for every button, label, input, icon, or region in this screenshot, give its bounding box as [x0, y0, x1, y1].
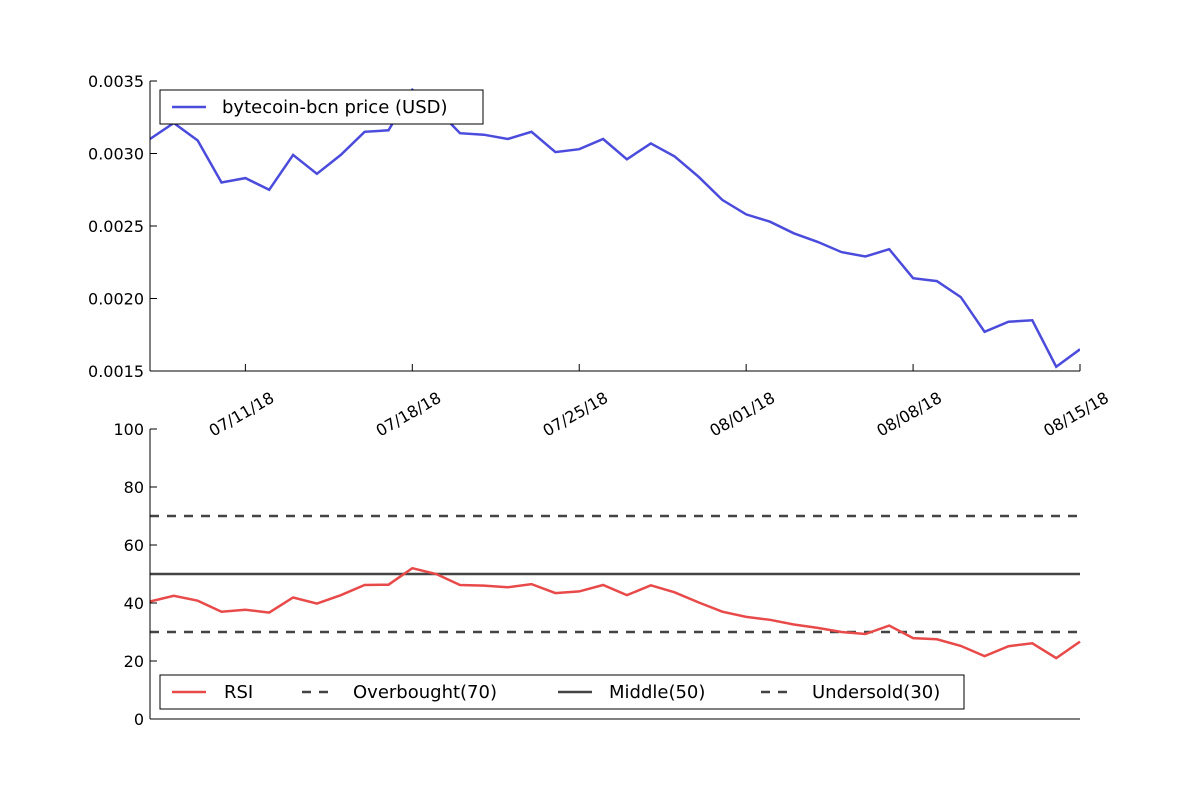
price-chart-panel: 0.0015 0.0020 0.0025 0.0030 0.0035 07/11/18 07…: [88, 72, 1112, 440]
price-x-tick-label: 08/01/18: [706, 388, 778, 440]
rsi-legend-label-2: Middle(50): [609, 682, 705, 703]
rsi-y-tick-label: 100: [113, 420, 144, 439]
rsi-y-tick-label: 80: [124, 478, 144, 497]
rsi-y-tick-label: 0: [134, 710, 144, 729]
rsi-y-tick-label: 40: [124, 594, 144, 613]
price-y-tick-label: 0.0030: [88, 145, 144, 164]
rsi-y-tick-label: 60: [124, 536, 144, 555]
price-x-tick-label: 07/25/18: [539, 388, 611, 440]
price-series-line: [150, 87, 1080, 369]
rsi-chart-panel: 0 20 40 60 80 100 RSI Overbought(70) Middle(50) U…: [113, 420, 1081, 729]
price-x-tick-label: 07/11/18: [206, 388, 278, 440]
price-y-tick-label: 0.0035: [88, 72, 144, 91]
rsi-y-tick-label: 20: [124, 652, 144, 671]
price-y-tick-label: 0.0025: [88, 217, 144, 236]
rsi-series-line: [149, 566, 1081, 660]
rsi-legend-label-3: Undersold(30): [812, 682, 940, 703]
price-legend-label: bytecoin-bcn price (USD): [222, 97, 448, 118]
rsi-legend-label-1: Overbought(70): [353, 682, 497, 703]
price-y-tick-label: 0.0020: [88, 290, 144, 309]
rsi-legend: RSI Overbought(70) Middle(50) Undersold(30): [159, 674, 965, 710]
price-x-tick-label: 08/15/18: [1040, 388, 1112, 440]
price-y-tick-label: 0.0015: [88, 362, 144, 381]
price-legend: bytecoin-bcn price (USD): [159, 89, 484, 125]
rsi-legend-label-0: RSI: [224, 682, 253, 703]
price-legend-box: [159, 89, 484, 125]
price-x-tick-label: 07/18/18: [373, 388, 445, 440]
price-x-tick-label: 08/08/18: [873, 388, 945, 440]
